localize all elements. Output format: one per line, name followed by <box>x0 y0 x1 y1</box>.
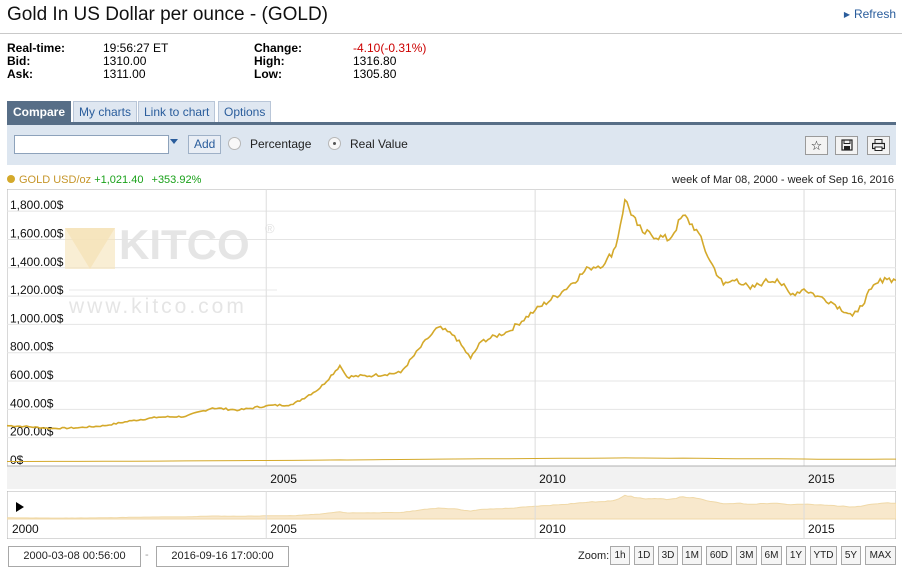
volume-line <box>7 457 896 462</box>
series-name: GOLD USD/oz <box>19 174 92 186</box>
x-tick-label: 2015 <box>808 472 835 486</box>
range-end-input[interactable]: 2016-09-16 17:00:00 <box>156 546 289 567</box>
chart-grid <box>7 189 896 466</box>
y-tick-label: 1,800.00$ <box>10 198 64 212</box>
navigator-area <box>7 494 896 520</box>
zoom-3d-button[interactable]: 3D <box>658 546 678 565</box>
change-value: -4.10(-0.31%) <box>353 41 427 55</box>
zoom-1y-button[interactable]: 1Y <box>786 546 806 565</box>
series-change: +1,021.40 <box>94 174 144 186</box>
range-navigator[interactable]: 2000 2005 2010 2015 <box>7 491 896 539</box>
y-tick-label: 1,400.00$ <box>10 255 64 269</box>
series-change-pct: +353.92% <box>151 174 202 186</box>
kitco-watermark: KITCO ® www.kitco.com <box>65 221 277 318</box>
zoom-60d-button[interactable]: 60D <box>706 546 732 565</box>
series-dot-icon <box>7 175 15 183</box>
y-tick-label: 1,600.00$ <box>10 226 64 240</box>
star-icon[interactable]: ☆ <box>805 136 828 155</box>
tab-options[interactable]: Options <box>218 101 272 122</box>
y-tick-label: 600.00$ <box>10 368 54 382</box>
y-tick-label: 400.00$ <box>10 396 54 410</box>
zoom-1d-button[interactable]: 1D <box>634 546 654 565</box>
y-tick-label: 1,000.00$ <box>10 311 64 325</box>
compare-toolbar: Add Percentage Real Value ☆ <box>7 122 896 165</box>
bid-label: Bid: <box>7 54 31 68</box>
navigator-tick-label: 2015 <box>808 522 835 536</box>
zoom-max-button[interactable]: MAX <box>865 546 896 565</box>
navigator-tick-label: 2010 <box>539 522 566 536</box>
realtime-value: 19:56:27 ET <box>103 41 169 55</box>
percentage-radio[interactable] <box>228 137 241 150</box>
refresh-link[interactable]: ▶ Refresh <box>844 7 896 21</box>
save-icon[interactable] <box>835 136 858 155</box>
x-tick-label: 2005 <box>270 472 297 486</box>
price-chart[interactable]: KITCO ® www.kitco.com 0$200.00$400.00$60… <box>7 189 896 489</box>
x-tick-label: 2010 <box>539 472 566 486</box>
percentage-label: Percentage <box>250 137 312 151</box>
chevron-down-icon[interactable] <box>170 139 178 144</box>
header: Gold In US Dollar per ounce - (GOLD) ▶ Re… <box>0 0 902 34</box>
navigator-play-icon[interactable] <box>16 502 24 512</box>
realtime-label: Real-time: <box>7 41 66 55</box>
navigator-labels: 2000 2005 2010 2015 <box>12 522 835 536</box>
x-axis-labels: 2005 2010 2015 <box>270 472 835 486</box>
print-icon[interactable] <box>867 136 890 155</box>
range-separator: - <box>145 549 149 561</box>
zoom-ytd-button[interactable]: YTD <box>810 546 837 565</box>
navigator-grid <box>265 491 805 539</box>
watermark-url: www.kitco.com <box>68 295 247 318</box>
real-value-label: Real Value <box>350 137 408 151</box>
y-axis-labels: 0$200.00$400.00$600.00$800.00$1,000.00$1… <box>10 198 64 467</box>
y-tick-label: 0$ <box>10 453 24 467</box>
refresh-label: Refresh <box>853 7 896 21</box>
price-line <box>7 198 896 430</box>
chart-legend: GOLD USD/oz +1,021.40 +353.92% <box>7 174 201 186</box>
tab-compare[interactable]: Compare <box>7 101 72 122</box>
range-start-input[interactable]: 2000-03-08 00:56:00 <box>8 546 141 567</box>
low-value: 1305.80 <box>353 67 397 81</box>
zoom-1h-button[interactable]: 1h <box>610 546 630 565</box>
watermark-registered: ® <box>265 221 275 236</box>
ask-value: 1311.00 <box>103 67 146 81</box>
page-title: Gold In US Dollar per ounce - (GOLD) <box>7 4 329 25</box>
y-tick-label: 800.00$ <box>10 340 54 354</box>
zoom-label: Zoom: <box>578 550 610 562</box>
zoom-1m-button[interactable]: 1M <box>682 546 702 565</box>
bid-value: 1310.00 <box>103 54 147 68</box>
compare-symbol-input[interactable] <box>14 135 169 154</box>
zoom-6m-button[interactable]: 6M <box>761 546 782 565</box>
ask-label: Ask: <box>7 67 34 81</box>
chart-period: week of Mar 08, 2000 - week of Sep 16, 2… <box>672 174 894 186</box>
y-tick-label: 1,200.00$ <box>10 283 64 297</box>
change-label: Change: <box>254 41 302 55</box>
zoom-5y-button[interactable]: 5Y <box>841 546 861 565</box>
zoom-3m-button[interactable]: 3M <box>736 546 757 565</box>
add-button[interactable]: Add <box>188 135 222 154</box>
tab-link-to-chart[interactable]: Link to chart <box>138 101 216 122</box>
low-label: Low: <box>254 67 282 81</box>
triangle-right-icon: ▶ <box>843 10 850 19</box>
tab-my-charts[interactable]: My charts <box>73 101 138 122</box>
high-value: 1316.80 <box>353 54 397 68</box>
watermark-brand: KITCO <box>119 221 250 268</box>
navigator-tick-label: 2000 <box>12 522 39 536</box>
real-value-radio[interactable] <box>328 137 341 150</box>
navigator-tick-label: 2005 <box>270 522 297 536</box>
high-label: High: <box>254 54 285 68</box>
